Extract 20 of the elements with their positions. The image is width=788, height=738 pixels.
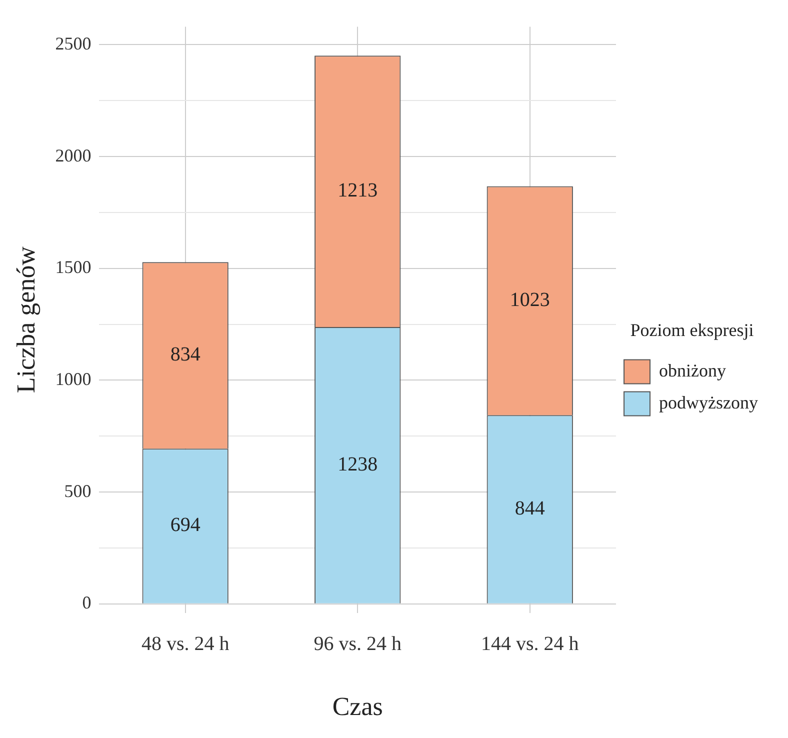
x-tick-label: 48 vs. 24 h [141,633,230,656]
legend-label: obniżony [659,360,726,381]
y-tick-label: 1000 [55,368,92,389]
y-tick-label: 2000 [55,145,92,166]
x-axis-title: Czas [332,692,383,722]
y-axis-title: Liczba genów [11,246,40,394]
data-label: 844 [514,497,545,520]
data-label: 694 [170,514,200,536]
data-label: 834 [170,344,200,366]
data-label: 1238 [338,453,378,476]
x-tick-label: 96 vs. 24 h [314,633,402,656]
x-tick-label: 144 vs. 24 h [480,633,579,656]
data-label: 1023 [510,288,550,311]
y-tick-label: 500 [64,480,92,501]
legend-title: Poziom ekspresji [630,320,754,340]
data-label: 1213 [338,180,378,202]
legend-label: podwyższony [659,392,758,413]
y-tick-label: 2500 [55,33,92,54]
y-tick-label: 0 [82,592,92,613]
y-tick-label: 1500 [55,257,92,278]
